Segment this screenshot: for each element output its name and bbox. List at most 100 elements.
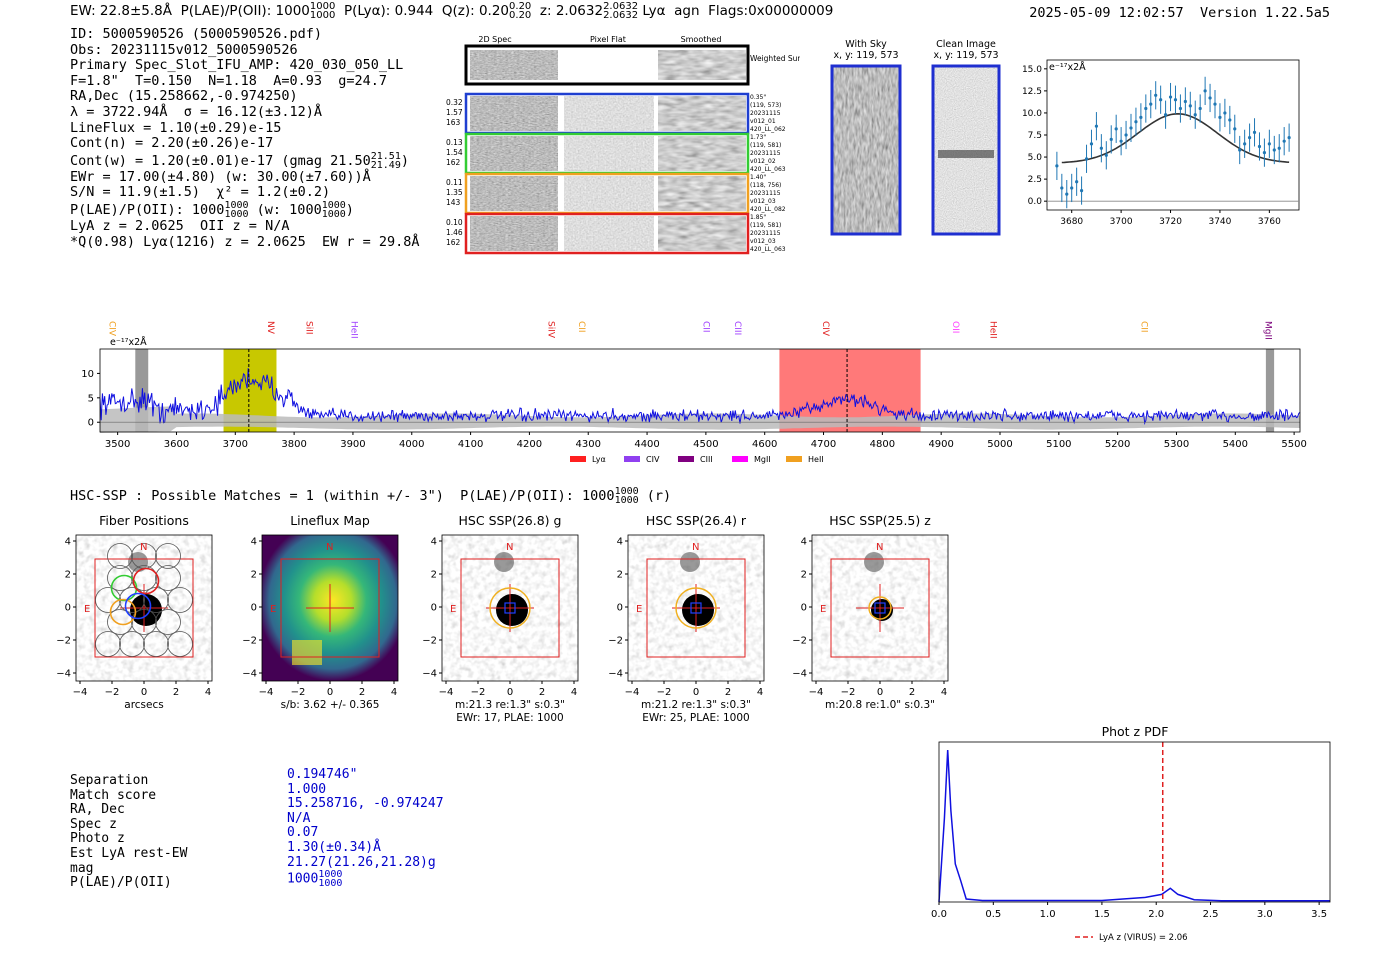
fiber-4-right-0: 1.85"	[750, 214, 766, 221]
photz-xtick-label-1: 0.5	[985, 909, 1001, 920]
fiber-3-2dspec	[470, 176, 558, 211]
hsc-xtick-label: 4	[941, 687, 947, 698]
hsc-title-text: HSC-SSP : Possible Matches = 1 (within +…	[70, 488, 615, 504]
info-contw-text: Cont(w) = 1.20(±0.01)e-17 (gmag 21.50	[70, 152, 371, 169]
photz-chart: Phot z PDF 0.0 0.5 1.0 1.5 2.0 2.5 3.0 3.5 LyA z…	[931, 724, 1331, 943]
fiber-circle	[95, 631, 121, 657]
legend-label-1: CIV	[646, 455, 660, 464]
legend-swatch-1	[624, 456, 640, 462]
hsc-xtick-label: 0	[877, 687, 883, 698]
info-lyaz: LyA z = 2.0625 OII z = N/A	[70, 217, 290, 234]
hsc-xtick-label: −4	[259, 687, 274, 698]
photz-legend-label: LyA z (VIRUS) = 2.06	[1099, 933, 1188, 943]
fiber-1-right-1: (119, 573)	[750, 102, 781, 109]
fit-ytick-label-5: 2.5	[1028, 175, 1042, 185]
line-label-3: HeII	[348, 321, 358, 339]
line-label-10: HeII	[988, 321, 998, 339]
hsc-ytick-label: 0	[251, 603, 257, 614]
line-label-11: CII	[1138, 321, 1148, 333]
fiber-1-left-0: 0.32	[446, 98, 463, 107]
neighbor-0	[128, 552, 148, 572]
line-fit-chart: e⁻¹⁷x2Å 15.0 12.5 10.0 7.5 5.0 2.5 0.0 3680 3700…	[1022, 59, 1300, 227]
legend-label-4: HeII	[808, 455, 824, 464]
line-label-5: CII	[576, 321, 586, 333]
fiber-1-right-2: 20231115	[750, 110, 781, 117]
photz-xtick-label-0: 0.0	[931, 909, 947, 920]
east-label-1: E	[270, 604, 276, 615]
fit-point	[1099, 146, 1103, 150]
header-ew: EW: 22.8±5.8Å	[70, 3, 173, 19]
east-label-2: E	[450, 604, 456, 615]
fiber-2-right-3: v012_02	[750, 158, 776, 165]
photz-title: Phot z PDF	[1102, 724, 1169, 739]
fiber-4-left-1: 1.46	[446, 228, 463, 237]
spec-xtick-label-9: 4400	[634, 439, 659, 450]
match-box-2	[504, 602, 516, 614]
info-contw: Cont(w) = 1.20(±0.01)e-17 (gmag 21.5021.…	[70, 150, 409, 171]
fit-point	[1154, 93, 1158, 97]
fit-point	[1149, 102, 1153, 106]
spec-xtick-label-12: 4700	[811, 439, 836, 450]
fit-curve	[1061, 112, 1290, 164]
fiber-circle	[107, 609, 133, 635]
hsc-title-sub: 1000	[614, 495, 639, 506]
info-plae-sup: 1000	[224, 199, 249, 211]
fiber-2-right-4: 420_LL_063	[750, 166, 786, 173]
fiber-2-right-0: 1.73"	[750, 134, 766, 141]
spec-xtick-label-8: 4300	[576, 439, 601, 450]
hsc-caption1-4: m:20.8 re:1.0" s:0.3"	[825, 699, 935, 711]
hsc-panel-1: Lineflux Map N E 4 2 0 −2 −4−4 −2 0 2 4 s/b: 3.62 +/…	[242, 513, 399, 711]
hsc-ytick-label: 2	[251, 570, 257, 581]
hsc-xtick-label: 4	[205, 687, 211, 698]
match-label-ew: Est LyA rest-EW	[70, 845, 188, 861]
fit-point	[1262, 151, 1267, 155]
spec-xtick-label-19: 5400	[1223, 439, 1248, 450]
header-z: z: 2.0632	[539, 3, 604, 19]
fit-point	[1267, 142, 1271, 146]
header-plae-sub: 1000	[309, 10, 336, 21]
east-label-4: E	[820, 604, 826, 615]
fit-ytick-label-6: 0.0	[1028, 197, 1043, 207]
spec-xtick-label-20: 5500	[1281, 439, 1306, 450]
col-label-2dspec: 2D Spec	[478, 35, 511, 44]
aperture-box-4	[830, 558, 930, 658]
fiber-4-left-0: 0.10	[446, 218, 463, 227]
fit-point	[1228, 118, 1232, 122]
hsc-xtick-label: 4	[391, 687, 397, 698]
aperture-box-3	[646, 558, 746, 658]
fit-point	[1247, 136, 1252, 140]
line-label-1: NV	[265, 321, 275, 335]
fiber-3-smoothed	[658, 176, 746, 211]
hsc-xtick-label: −2	[841, 687, 856, 698]
fiber-2-left-2: 162	[446, 158, 461, 167]
fiber-3-right-1: (118, 756)	[750, 182, 781, 189]
hsc-ytick-label: −4	[792, 669, 807, 680]
fiber-circle	[119, 631, 145, 657]
spec-xtick-label-3: 3800	[281, 439, 306, 450]
hsc-ytick-label: 4	[431, 537, 437, 548]
hsc-ytick-label: 0	[801, 603, 807, 614]
header-agn: agn	[674, 3, 700, 19]
fiber-4-right-1: (119, 581)	[750, 222, 781, 229]
line-label-6: CII	[701, 321, 711, 333]
info-plae-sub: 1000	[224, 208, 249, 220]
fiber-4-frame	[464, 212, 750, 255]
legend-label-0: Lyα	[592, 455, 606, 464]
with-sky-xy: x, y: 119, 573	[833, 50, 898, 61]
line-label-9: OII	[950, 321, 960, 333]
hsc-caption1-0: arcsecs	[124, 699, 163, 711]
header-z-sub: 2.0632	[603, 10, 639, 21]
match-value-radec: 15.258716, -0.974247	[287, 796, 444, 812]
fit-plot-area: 15.0 12.5 10.0 7.5 5.0 2.5 0.0 3680 3700 3720 3740…	[1022, 59, 1300, 227]
hsc-ytick-label: −4	[56, 669, 71, 680]
fit-point	[1282, 139, 1286, 143]
spec-ytick-label-1: 5	[88, 393, 94, 404]
fiber-2-left-0: 0.13	[446, 138, 463, 147]
aperture-box-1	[280, 558, 380, 658]
hsc-panel-0: Fiber Positions N E 4 2 0 −2 −4−4 −2 0 2 4 arcsecs	[56, 513, 213, 711]
hsc-ytick-label: −4	[422, 669, 437, 680]
fit-point	[1089, 142, 1094, 146]
header-plya: P(Lyα): 0.944	[343, 3, 434, 19]
hsc-xtick-label: 4	[757, 687, 763, 698]
fiber-circle	[155, 565, 181, 591]
